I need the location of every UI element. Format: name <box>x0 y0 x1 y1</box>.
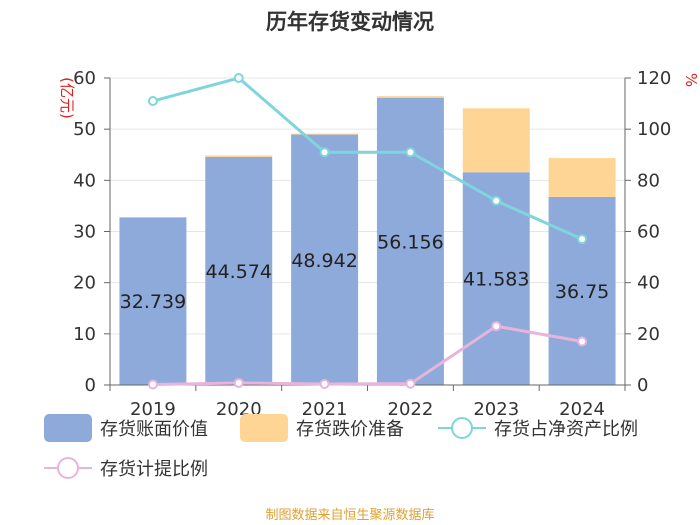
legend-swatch-book-value <box>44 414 92 442</box>
bar-data-label: 32.739 <box>120 291 186 313</box>
provision-ratio-point <box>319 378 330 389</box>
legend-item-book-value[interactable]: 存货账面价值 <box>44 414 208 442</box>
x-tick-label: 2021 <box>302 399 348 420</box>
legend-item-net-ratio[interactable]: 存货占净资产比例 <box>438 414 638 442</box>
bar-provision <box>548 158 616 197</box>
y-left-tick-label: 10 <box>73 324 96 345</box>
bar-provision <box>376 96 444 98</box>
legend-swatch-provision-ratio <box>44 454 92 482</box>
y-left-tick-label: 20 <box>73 273 96 294</box>
x-tick-label: 2019 <box>130 399 176 420</box>
bar-book-value <box>462 172 530 385</box>
y-left-tick-label: 40 <box>73 170 96 191</box>
net-ratio-line <box>152 76 583 241</box>
legend-swatch-provision <box>240 414 288 442</box>
y-right-tick-label: 60 <box>637 222 660 243</box>
net-ratio-point <box>491 195 502 206</box>
bar-data-label: 56.156 <box>377 231 443 253</box>
y-left-tick-label: 60 <box>73 68 96 89</box>
y-right-tick-label: 0 <box>637 375 648 396</box>
y-left-unit-label: (亿元) <box>58 77 76 119</box>
bar-book-value <box>119 217 187 385</box>
bar-book-value <box>205 156 273 385</box>
provision-ratio-line <box>152 324 583 386</box>
net-ratio-point <box>233 73 244 83</box>
provision-ratio-point <box>233 377 244 388</box>
y-right-unit-label: % <box>682 73 700 87</box>
bar-book-value <box>376 97 444 386</box>
bar-provision <box>462 108 530 173</box>
chart-title: 历年存货变动情况 <box>266 10 434 34</box>
net-ratio-point <box>405 147 416 158</box>
source-note: 制图数据来自恒生聚源数据库 <box>265 508 435 523</box>
bar-provision <box>291 133 359 135</box>
net-ratio-point <box>319 147 330 158</box>
legend-swatch-net-ratio <box>438 414 486 442</box>
legend-label-net-ratio: 存货占净资产比例 <box>494 419 638 440</box>
y-right-tick-label: 20 <box>637 324 660 345</box>
net-ratio-point <box>577 234 588 245</box>
y-left-tick-label: 30 <box>73 222 96 243</box>
provision-ratio-point <box>147 379 158 390</box>
bar-data-label: 36.75 <box>555 281 609 303</box>
legend-label-provision-ratio: 存货计提比例 <box>100 459 208 480</box>
legend-label-book-value: 存货账面价值 <box>100 419 208 440</box>
net-ratio-point <box>147 96 158 107</box>
x-tick-label: 2023 <box>473 399 519 420</box>
x-tick-label: 2024 <box>559 399 605 420</box>
bar-data-label: 44.574 <box>206 261 272 283</box>
bar-provision <box>205 155 273 157</box>
provision-ratio-point <box>577 336 588 347</box>
legend-label-provision: 存货跌价准备 <box>296 419 404 440</box>
y-right-tick-label: 120 <box>637 68 671 89</box>
y-left-tick-label: 50 <box>73 119 96 140</box>
y-left-tick-label: 0 <box>85 375 96 396</box>
legend-item-provision-ratio[interactable]: 存货计提比例 <box>44 454 208 482</box>
y-right-tick-label: 40 <box>637 273 660 294</box>
legend-item-provision[interactable]: 存货跌价准备 <box>240 414 404 442</box>
provision-ratio-point <box>405 378 416 389</box>
y-right-tick-label: 100 <box>637 119 671 140</box>
bar-book-value <box>291 134 359 385</box>
x-tick-label: 2022 <box>388 399 434 420</box>
bar-data-label: 48.942 <box>291 250 357 272</box>
y-right-tick-label: 80 <box>637 170 660 191</box>
bar-data-label: 41.583 <box>463 269 529 291</box>
provision-ratio-point <box>491 321 502 332</box>
